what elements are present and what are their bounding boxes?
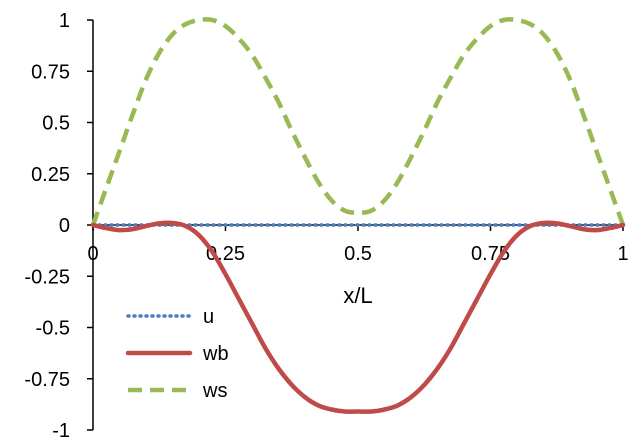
legend-label-u: u [203,306,214,328]
y-tick-label: 0.5 [42,113,70,135]
y-tick-label: -1 [52,420,70,439]
y-tick-label: 0.25 [31,164,70,186]
plot-lines [90,17,626,414]
legend-label-wb: wb [202,343,229,365]
y-tick-label: 1 [59,10,70,32]
y-tick-label: -0.5 [36,318,70,340]
y-tick-label: -0.25 [24,266,70,288]
x-axis-title: x/L [343,283,372,308]
x-tick-label: 0.5 [344,243,372,265]
y-tick-label: 0.75 [31,61,70,83]
y-axis: 1 0.75 0.5 0.25 0 -0.25 -0.5 -0.75 -1 [24,10,94,439]
legend: u wb ws [125,306,229,402]
y-tick-label: -0.75 [24,369,70,391]
series-line-wb [90,220,626,414]
y-tick-label: 0 [59,215,70,237]
x-axis: 0 0.25 0.5 0.75 1 [87,224,628,265]
x-tick-label: 1 [617,243,628,265]
x-tick-label: 0 [87,243,98,265]
series-line-ws [90,17,626,226]
legend-label-ws: ws [202,380,227,402]
